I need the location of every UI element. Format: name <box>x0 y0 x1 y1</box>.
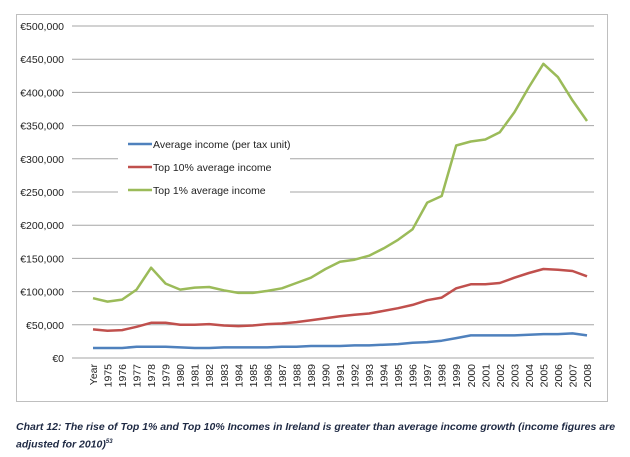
x-tick-label: 1992 <box>350 364 362 388</box>
y-tick-label: €450,000 <box>20 54 64 66</box>
x-tick-label: 2008 <box>582 364 594 388</box>
x-tick-label: 2002 <box>495 364 507 388</box>
x-tick-label: 1998 <box>437 364 449 388</box>
x-tick-label: 1988 <box>291 364 303 388</box>
y-tick-label: €0 <box>52 353 64 365</box>
legend-label: Top 10% average income <box>153 162 272 174</box>
y-tick-label: €500,000 <box>20 21 64 33</box>
x-tick-label: 1976 <box>117 364 129 388</box>
x-tick-label: 1990 <box>320 364 332 388</box>
x-tick-label: 2001 <box>480 364 492 388</box>
x-tick-label: 1986 <box>262 364 274 388</box>
y-tick-label: €100,000 <box>20 287 64 299</box>
x-tick-label: 1980 <box>175 364 187 388</box>
x-tick-label: 1978 <box>146 364 158 388</box>
x-tick-label: 2000 <box>466 364 478 388</box>
legend-label: Average income (per tax unit) <box>153 139 291 151</box>
caption-footnote: 53 <box>105 439 113 445</box>
legend-box <box>118 128 290 200</box>
legend-label: Top 1% average income <box>153 185 266 197</box>
x-tick-label: 1977 <box>132 364 144 388</box>
x-tick-label: 1987 <box>277 364 289 388</box>
x-tick-label: 1996 <box>408 364 420 388</box>
x-tick-label: 2004 <box>524 364 536 388</box>
x-tick-label: 1993 <box>364 364 376 388</box>
y-tick-label: €50,000 <box>26 320 64 332</box>
caption-text: Chart 12: The rise of Top 1% and Top 10%… <box>16 421 616 451</box>
x-tick-label: 2003 <box>509 364 521 388</box>
x-tick-label: 1989 <box>306 364 318 388</box>
x-tick-label: 2006 <box>553 364 565 388</box>
y-tick-label: €250,000 <box>20 187 64 199</box>
y-tick-label: €400,000 <box>20 87 64 99</box>
y-tick-label: €350,000 <box>20 121 64 133</box>
series-line-1 <box>92 267 588 333</box>
y-tick-label: €150,000 <box>20 253 64 265</box>
x-tick-label: 1991 <box>335 364 347 388</box>
x-tick-label: 1984 <box>233 364 245 388</box>
x-tick-label: Year <box>88 364 100 386</box>
x-tick-label: 1997 <box>422 364 434 388</box>
x-tick-label: 1981 <box>190 364 202 388</box>
x-tick-label: 1979 <box>161 364 173 388</box>
x-tick-label: 1975 <box>103 364 115 388</box>
y-tick-label: €300,000 <box>20 154 64 166</box>
chart-frame <box>16 14 608 402</box>
series-line-2 <box>92 62 589 303</box>
x-tick-label: 1983 <box>219 364 231 388</box>
x-tick-label: 2007 <box>567 364 579 388</box>
x-tick-label: 1985 <box>248 364 260 388</box>
x-tick-label: 2005 <box>538 364 550 388</box>
chart-caption: Chart 12: The rise of Top 1% and Top 10%… <box>16 420 616 453</box>
series-line-0 <box>93 332 588 350</box>
x-tick-label: 1982 <box>204 364 216 388</box>
x-tick-label: 1995 <box>393 364 405 388</box>
x-tick-label: 1994 <box>379 364 391 388</box>
line-chart: €0 €50,000 €100,000 €150,000 €200,000 €250,00… <box>20 21 594 388</box>
y-tick-label: €200,000 <box>20 220 64 232</box>
x-tick-label: 1999 <box>451 364 463 388</box>
